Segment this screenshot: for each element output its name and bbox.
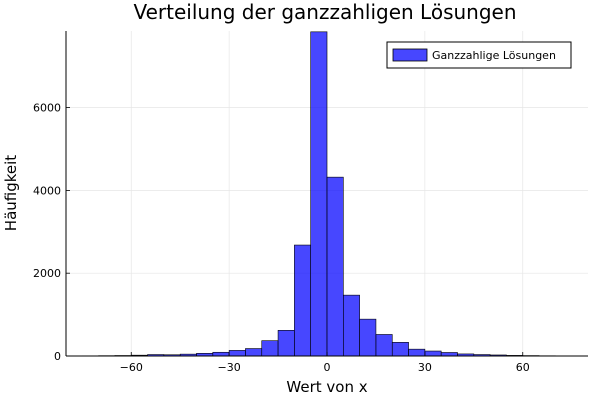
legend: Ganzzahlige Lösungen bbox=[386, 41, 572, 69]
histogram-bar bbox=[245, 348, 263, 357]
y-tick-label: 6000 bbox=[33, 102, 61, 115]
histogram-bar bbox=[424, 350, 442, 357]
histogram-bar bbox=[359, 318, 377, 357]
histogram-bar bbox=[408, 348, 426, 357]
y-tick-label: 4000 bbox=[33, 184, 61, 197]
histogram-bar bbox=[391, 342, 409, 357]
y-tick-label: 0 bbox=[54, 350, 61, 363]
x-tick-label: 60 bbox=[516, 361, 530, 374]
y-ticks: 0 2000 4000 6000 bbox=[33, 102, 70, 363]
x-ticks: −60 −30 0 30 60 bbox=[120, 352, 530, 374]
bars bbox=[82, 31, 572, 357]
y-tick-label: 2000 bbox=[33, 267, 61, 280]
x-tick-label: −60 bbox=[120, 361, 143, 374]
legend-swatch bbox=[392, 48, 428, 62]
x-tick-label: 0 bbox=[324, 361, 331, 374]
histogram-bar bbox=[440, 352, 458, 357]
histogram-bar bbox=[277, 330, 295, 357]
histogram-bar bbox=[343, 294, 360, 357]
histogram-bar bbox=[228, 350, 246, 357]
histogram-bar bbox=[326, 176, 344, 357]
x-tick-label: 30 bbox=[418, 361, 432, 374]
histogram-bar bbox=[310, 31, 328, 357]
chart-title: Verteilung der ganzzahligen Lösungen bbox=[133, 0, 516, 24]
histogram-bar bbox=[212, 351, 230, 357]
histogram-bar bbox=[294, 244, 311, 357]
histogram-bar bbox=[261, 340, 279, 357]
histogram-bar bbox=[375, 334, 393, 357]
x-tick-label: −30 bbox=[218, 361, 241, 374]
legend-label: Ganzzahlige Lösungen bbox=[432, 49, 556, 62]
y-axis-label: Häufigkeit bbox=[2, 155, 20, 231]
x-axis-label: Wert von x bbox=[286, 378, 367, 396]
